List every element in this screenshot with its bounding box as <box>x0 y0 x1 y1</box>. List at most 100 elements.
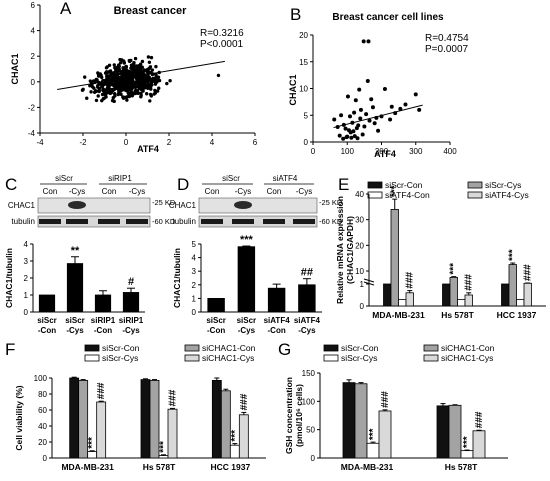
data-point <box>134 80 138 84</box>
x-tick-label: 100 <box>341 147 355 156</box>
data-point <box>147 82 151 86</box>
data-point <box>123 81 128 85</box>
panel-letter: C <box>5 175 17 194</box>
bar <box>96 401 107 459</box>
data-point <box>125 77 129 82</box>
y-tick-label: 2 <box>31 52 36 61</box>
y-tick-label: 40 <box>38 422 47 431</box>
y-tick-label: 0 <box>304 138 309 147</box>
x-tick-label: 6 <box>253 138 258 147</box>
data-point <box>140 59 145 64</box>
blot-chac1 <box>37 197 151 214</box>
legend-label: siCHAC1-Con <box>202 343 256 353</box>
data-point <box>112 84 116 88</box>
data-point <box>129 58 133 63</box>
blot-row-label: tubulin <box>11 217 35 226</box>
blot-chac1 <box>198 197 318 214</box>
legend-label: siScr-Con <box>385 180 423 190</box>
data-point <box>365 79 370 84</box>
x-tick-label: Hs 578T <box>445 462 478 472</box>
data-point <box>353 98 358 103</box>
bar <box>158 455 169 459</box>
x-tick-label: 4 <box>210 138 215 147</box>
bar <box>342 382 356 459</box>
x-tick-label: -Con <box>38 326 56 335</box>
data-point <box>96 85 100 89</box>
legend-swatch <box>367 181 383 189</box>
fit-line <box>333 104 423 129</box>
y-tick-label: 0 <box>192 308 197 317</box>
data-point <box>370 105 375 110</box>
data-point <box>352 134 357 139</box>
data-point <box>104 66 109 70</box>
stat-r: R=0.4754 <box>425 33 469 44</box>
blot-group-label: siATF4 <box>273 174 298 183</box>
data-point <box>122 61 126 65</box>
y-tick-label: 10 <box>299 85 308 94</box>
bar <box>220 390 231 459</box>
x-tick-label: siScr <box>237 316 257 325</box>
x-tick-label: 400 <box>443 147 457 156</box>
data-point <box>332 117 337 122</box>
x-tick-label: -Con <box>207 326 225 335</box>
significance-label: *** <box>390 185 401 197</box>
data-point <box>361 39 366 44</box>
bar <box>516 298 525 307</box>
legend-label: siCHAC1-Con <box>441 343 495 353</box>
data-point <box>345 94 350 99</box>
significance-label: *** <box>159 441 170 453</box>
significance-label: *** <box>449 263 460 275</box>
legend-label: siScr-Con <box>341 343 379 353</box>
data-point <box>129 78 133 83</box>
y-tick-label: 0 <box>24 308 29 317</box>
data-point <box>105 71 109 75</box>
y-tick-label: 1 <box>360 280 365 289</box>
data-point <box>125 89 130 93</box>
x-tick-label: siATF4 <box>294 316 321 325</box>
bar <box>472 430 486 459</box>
data-point <box>88 79 93 83</box>
data-point <box>103 88 108 92</box>
data-point <box>120 85 124 89</box>
significance-label: *** <box>368 428 379 440</box>
data-point <box>139 82 143 86</box>
significance-label: ### <box>239 393 250 410</box>
data-point <box>97 89 101 94</box>
data-point <box>115 70 119 74</box>
data-point <box>168 78 172 83</box>
y-tick-label: 150 <box>302 369 316 378</box>
bar <box>523 282 532 307</box>
y-tick-label: 20 <box>299 31 308 40</box>
x-tick-label: -Cys <box>122 326 140 335</box>
blot-group-label: siScr <box>222 174 240 183</box>
y-tick-label: 30 <box>355 216 364 225</box>
significance-label: ### <box>405 271 416 288</box>
data-point <box>129 84 133 89</box>
blot-marker: -60 KD <box>152 217 176 226</box>
data-point <box>413 92 418 97</box>
data-point <box>118 57 122 62</box>
data-point <box>127 92 131 96</box>
significance-label: # <box>128 276 134 288</box>
data-point <box>147 66 152 70</box>
y-tick-label: 100 <box>302 397 316 406</box>
data-point <box>94 98 99 103</box>
x-tick-label: siRIP1 <box>119 316 144 325</box>
x-tick-label: HCC 1937 <box>497 310 537 320</box>
panel-letter: F <box>5 340 15 359</box>
data-point <box>124 68 128 72</box>
significance-label: ### <box>464 274 475 291</box>
data-point <box>127 81 132 86</box>
data-point <box>343 126 348 131</box>
data-point <box>149 87 153 91</box>
bar <box>508 264 517 307</box>
y-tick-label: 5 <box>304 111 309 120</box>
y-axis-label: GSH concentration <box>284 377 294 454</box>
data-point <box>136 68 140 72</box>
legend-swatch <box>323 344 339 352</box>
data-point <box>337 133 342 138</box>
blot-band <box>98 219 120 224</box>
data-point <box>100 85 104 89</box>
x-tick-label: siRIP1 <box>91 316 116 325</box>
data-point <box>140 88 144 92</box>
